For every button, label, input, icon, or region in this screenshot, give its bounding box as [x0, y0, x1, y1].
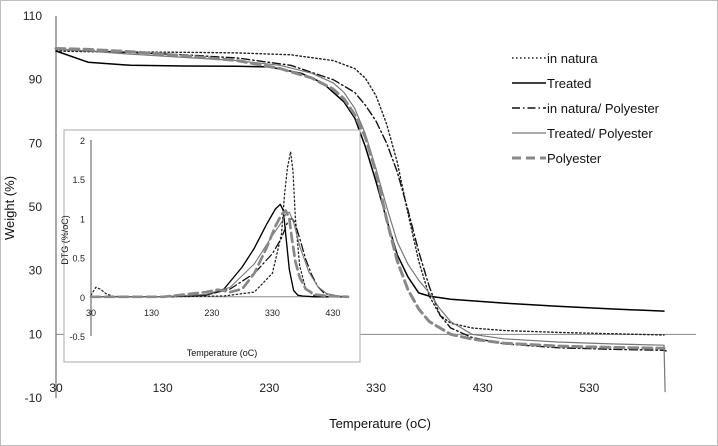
main-y-tick-label: 70: [29, 136, 43, 150]
inset-series-in-natura: [90, 151, 349, 298]
main-y-tick-label: 90: [29, 73, 43, 87]
main-y-tick-label: 10: [29, 327, 43, 341]
main-series-in-natura: [55, 50, 665, 336]
inset-x-tick-label: 330: [265, 308, 280, 318]
inset-y-tick-label: 1.5: [72, 175, 85, 185]
legend-label: Treated: [547, 76, 591, 91]
main-x-tick-label: 430: [473, 381, 493, 395]
main-series-treated: [55, 50, 665, 312]
main-y-tick-label: 50: [29, 200, 43, 214]
legend-label: Polyester: [547, 151, 602, 166]
main-series-polyester: [54, 47, 666, 350]
inset-plot: 2 1.5 1 0.5 0 -0.5 30 130 230 330 430: [63, 129, 361, 363]
inset-y-tick-label: 0: [80, 293, 85, 303]
legend: in natura Treated in natura/ Polyester Trea…: [512, 51, 660, 166]
inset-x-axis-title: Temperature (oC): [187, 348, 258, 358]
inset-y-tick-label: 1: [80, 214, 85, 224]
legend-label: Treated/ Polyester: [547, 126, 653, 141]
inset-x-tick-label: 430: [325, 308, 340, 318]
inset-x-tick-label: 30: [86, 308, 96, 318]
main-x-tick-label: 230: [259, 381, 279, 395]
inset-y-tick-label: 0.5: [72, 254, 85, 264]
main-x-tick-label: 330: [366, 381, 386, 395]
inset-y-tick-label: 2: [80, 136, 85, 146]
inset-series-treated-polyester: [90, 211, 349, 298]
main-y-tick-label: 110: [23, 9, 42, 23]
inset-y-axis-title: DTG (%/oC): [60, 215, 70, 265]
inset-y-tick-label: -0.5: [69, 332, 85, 342]
legend-label: in natura: [547, 51, 598, 66]
inset-x-tick-label: 230: [204, 308, 219, 318]
inset-series-polyester: [89, 209, 350, 299]
inset-x-tick-label: 130: [144, 308, 159, 318]
main-y-tick-label: -10: [25, 391, 43, 405]
main-y-axis-title: Weight (%): [2, 176, 17, 240]
main-x-tick-label: 530: [579, 381, 599, 395]
legend-label: in natura/ Polyester: [547, 101, 660, 116]
main-x-tick-label: 130: [153, 381, 173, 395]
main-y-tick-label: 30: [29, 264, 43, 278]
inset-frame: [63, 129, 361, 363]
main-x-axis-title: Temperature (oC): [329, 416, 431, 431]
main-x-tick-label: 30: [49, 381, 63, 395]
